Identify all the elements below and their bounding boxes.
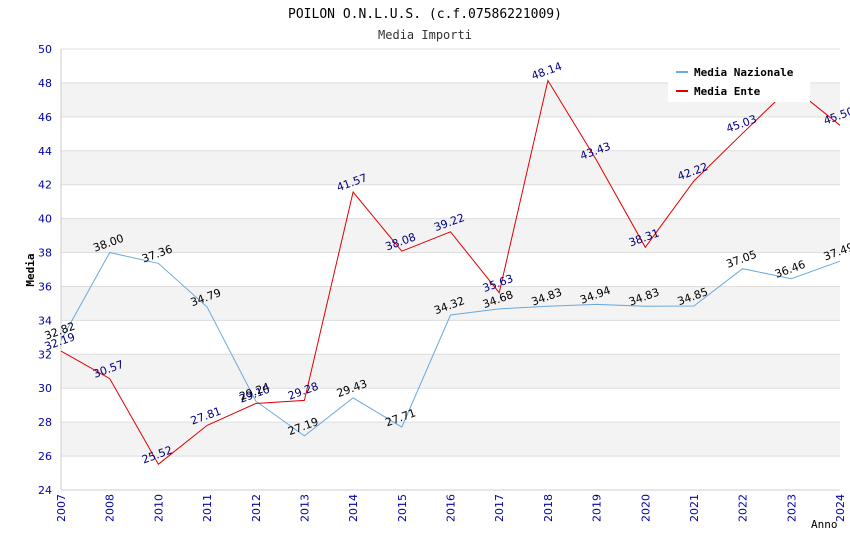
x-tick-label: 2011: [201, 494, 214, 522]
x-tick-label: 2023: [785, 494, 798, 522]
x-tick-label: 2016: [445, 494, 458, 522]
legend-entry: Media Ente: [694, 85, 761, 98]
x-tick-label: 2021: [688, 494, 701, 522]
x-tick-label: 2020: [639, 494, 652, 522]
x-axis-label: Anno: [811, 518, 838, 531]
y-axis-ticks: 24 26 28 30 32 34 36 38 40 42 44 46 48 50: [38, 43, 52, 497]
x-tick-label: 2022: [737, 494, 750, 522]
series-line-media-nazionale: [60, 251, 841, 437]
x-tick-label: 2013: [298, 494, 311, 522]
x-axis-ticks: 2007 2008 2010 2011 2012 2013 2014 2015 2016 2017…: [55, 494, 847, 522]
grid-bands: [61, 82, 840, 457]
grid-band: [61, 150, 840, 185]
y-tick-label: 24: [38, 484, 52, 497]
grid-band: [61, 218, 840, 253]
chart-subtitle: Media Importi: [378, 28, 472, 42]
y-tick-label: 40: [38, 213, 52, 226]
x-tick-label: 2018: [542, 494, 555, 522]
grid-band: [61, 354, 840, 389]
x-tick-label: 2012: [250, 494, 263, 522]
x-tick-label: 2015: [396, 494, 409, 522]
y-tick-label: 50: [38, 43, 52, 56]
y-tick-label: 32: [38, 348, 52, 361]
y-tick-label: 46: [38, 111, 52, 124]
x-tick-label: 2010: [152, 494, 165, 522]
y-tick-label: 42: [38, 179, 52, 192]
data-label: 48.14: [530, 60, 564, 83]
x-tick-label: 2019: [591, 494, 604, 522]
grid-band: [61, 422, 840, 457]
data-label: 36.46: [773, 258, 807, 281]
legend: Media Nazionale Media Ente: [668, 60, 810, 102]
legend-entry: Media Nazionale: [694, 66, 794, 79]
y-tick-label: 26: [38, 450, 52, 463]
x-tick-label: 2017: [493, 494, 506, 522]
x-tick-label: 2014: [347, 494, 360, 522]
y-tick-label: 36: [38, 280, 52, 293]
chart-title: POILON O.N.L.U.S. (c.f.07586221009): [288, 7, 562, 22]
x-tick-label: 2007: [55, 494, 68, 522]
y-tick-label: 44: [38, 145, 52, 158]
series-group: [60, 79, 841, 465]
y-tick-label: 28: [38, 416, 52, 429]
x-tick-label: 2008: [104, 494, 117, 522]
x-tick-label: 2024: [834, 494, 847, 522]
y-tick-label: 38: [38, 247, 52, 260]
legend-box: [668, 60, 810, 102]
y-tick-label: 34: [38, 314, 52, 327]
y-tick-label: 30: [38, 382, 52, 395]
y-axis-label: Media: [24, 253, 37, 286]
y-tick-label: 48: [38, 77, 52, 90]
series-line-media-ente: [60, 79, 841, 465]
